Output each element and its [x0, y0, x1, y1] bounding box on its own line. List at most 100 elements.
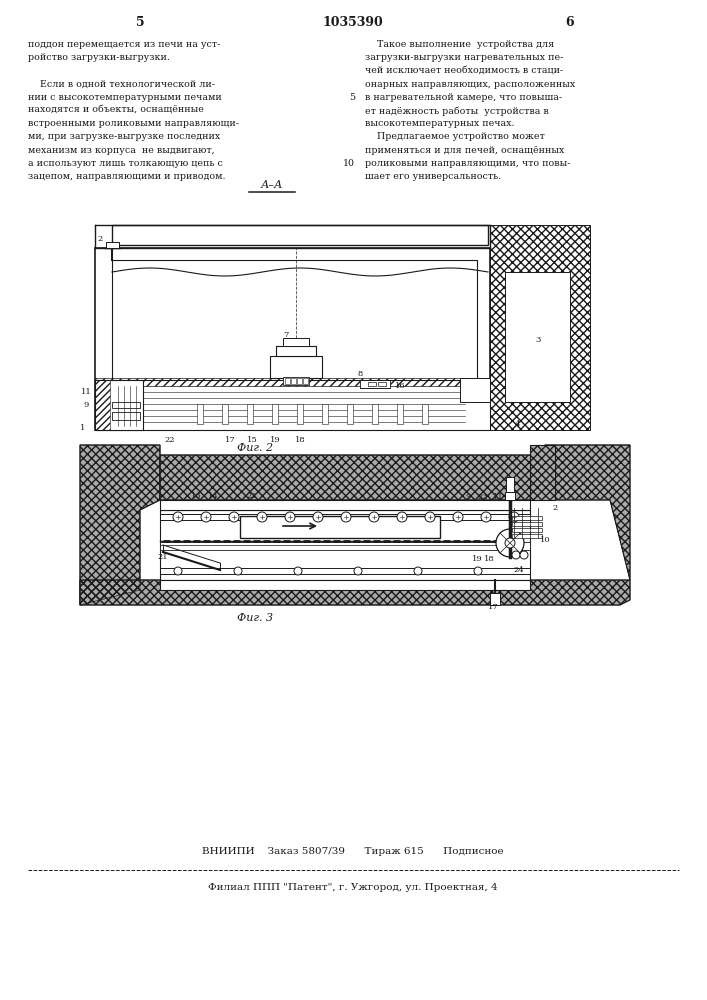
Circle shape: [174, 567, 182, 575]
Text: 18: 18: [295, 436, 305, 444]
Text: онарных направляющих, расположенных: онарных направляющих, расположенных: [365, 80, 575, 89]
Text: высокотемпературных печах.: высокотемпературных печах.: [365, 119, 515, 128]
Text: 21: 21: [158, 553, 168, 561]
Text: 11: 11: [493, 493, 503, 501]
Bar: [368, 382, 376, 386]
Text: нии с высокотемпературными печами: нии с высокотемпературными печами: [28, 93, 222, 102]
Bar: [283, 377, 309, 385]
Bar: [106, 242, 119, 248]
Text: 5: 5: [136, 16, 144, 29]
Circle shape: [414, 567, 422, 575]
Text: 14: 14: [208, 492, 218, 500]
Text: Если в одной технологической ли-: Если в одной технологической ли-: [28, 80, 215, 89]
Text: 19: 19: [472, 555, 482, 563]
Bar: [460, 378, 490, 402]
Text: Филиал ППП "Патент", г. Ужгород, ул. Проектная, 4: Филиал ППП "Патент", г. Ужгород, ул. Про…: [208, 884, 498, 892]
Circle shape: [509, 512, 519, 522]
Bar: [160, 514, 530, 520]
Polygon shape: [160, 455, 545, 500]
Bar: [512, 534, 542, 538]
Bar: [378, 382, 386, 386]
Circle shape: [294, 567, 302, 575]
Bar: [297, 378, 302, 384]
Bar: [95, 248, 490, 430]
Circle shape: [481, 512, 491, 522]
Text: 9: 9: [465, 493, 471, 501]
Text: Фиг. 3: Фиг. 3: [237, 613, 273, 623]
Text: ми, при загрузке-выгрузке последних: ми, при загрузке-выгрузке последних: [28, 132, 221, 141]
Bar: [270, 356, 322, 378]
Text: роликовыми направляющими, что повы-: роликовыми направляющими, что повы-: [365, 159, 571, 168]
Bar: [347, 404, 353, 424]
Bar: [160, 568, 530, 574]
Circle shape: [425, 512, 435, 522]
Text: Предлагаемое устройство может: Предлагаемое устройство может: [365, 132, 545, 141]
Bar: [397, 404, 403, 424]
Text: находятся и объекты, оснащённые: находятся и объекты, оснащённые: [28, 106, 204, 115]
Bar: [297, 404, 303, 424]
Bar: [283, 338, 309, 346]
Text: 3: 3: [535, 336, 541, 344]
Text: 7: 7: [284, 331, 288, 339]
Bar: [112, 412, 140, 420]
Text: 16: 16: [395, 382, 405, 390]
Text: применяться и для печей, оснащённых: применяться и для печей, оснащённых: [365, 146, 564, 155]
Text: 5: 5: [349, 93, 355, 102]
Text: 8: 8: [357, 370, 363, 378]
Bar: [95, 378, 490, 386]
Text: 17: 17: [225, 436, 235, 444]
Bar: [112, 402, 140, 408]
Bar: [95, 380, 143, 430]
Text: 2: 2: [552, 504, 558, 512]
Text: 1035390: 1035390: [322, 16, 383, 29]
Bar: [291, 378, 296, 384]
Text: в нагревательной камере, что повыша-: в нагревательной камере, что повыша-: [365, 93, 562, 102]
Text: 13: 13: [191, 492, 201, 500]
Text: зацепом, направляющими и приводом.: зацепом, направляющими и приводом.: [28, 172, 226, 181]
Circle shape: [453, 512, 463, 522]
Polygon shape: [530, 445, 630, 580]
Bar: [95, 380, 490, 430]
Bar: [285, 378, 290, 384]
Circle shape: [520, 551, 528, 559]
Circle shape: [354, 567, 362, 575]
Bar: [303, 378, 308, 384]
Text: 24: 24: [513, 566, 525, 574]
Polygon shape: [160, 580, 530, 590]
Text: 1: 1: [81, 424, 86, 432]
Text: 22: 22: [165, 436, 175, 444]
Circle shape: [201, 512, 211, 522]
Text: 15: 15: [247, 436, 257, 444]
Circle shape: [496, 529, 524, 557]
Text: А–А: А–А: [261, 180, 284, 190]
Bar: [112, 260, 477, 402]
Bar: [160, 542, 530, 550]
Circle shape: [505, 538, 515, 548]
Text: 10: 10: [343, 159, 355, 168]
Circle shape: [369, 512, 379, 522]
Text: ройство загрузки-выгрузки.: ройство загрузки-выгрузки.: [28, 53, 170, 62]
Text: а используют лишь толкающую цепь с: а используют лишь толкающую цепь с: [28, 159, 223, 168]
Text: встроенными роликовыми направляющи-: встроенными роликовыми направляющи-: [28, 119, 239, 128]
Text: ет надёжность работы  устройства в: ет надёжность работы устройства в: [365, 106, 549, 115]
Text: Фиг. 2: Фиг. 2: [237, 443, 273, 453]
Bar: [490, 225, 590, 430]
Bar: [240, 516, 440, 538]
Bar: [276, 346, 316, 356]
Text: ВНИИПИ    Заказ 5807/39      Тираж 615      Подписное: ВНИИПИ Заказ 5807/39 Тираж 615 Подписное: [202, 848, 504, 856]
Bar: [197, 404, 203, 424]
Bar: [505, 492, 515, 500]
Bar: [506, 477, 514, 492]
Circle shape: [313, 512, 323, 522]
Bar: [490, 593, 500, 605]
Text: 6: 6: [566, 16, 574, 29]
Bar: [505, 272, 570, 402]
Bar: [222, 404, 228, 424]
Text: 22: 22: [247, 492, 257, 500]
Bar: [247, 404, 253, 424]
Text: 2: 2: [98, 235, 103, 243]
Bar: [512, 516, 542, 520]
Bar: [512, 522, 542, 526]
Bar: [512, 528, 542, 532]
Text: 10: 10: [539, 536, 550, 544]
